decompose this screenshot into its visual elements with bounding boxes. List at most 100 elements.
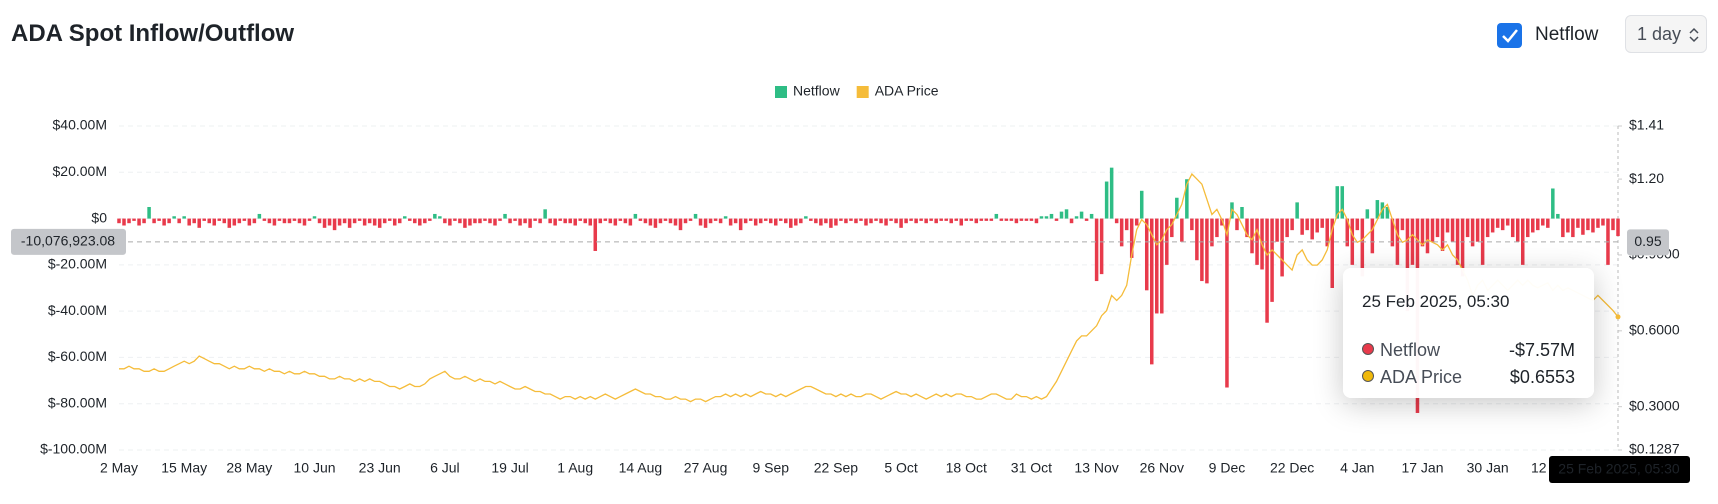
netflow-bar <box>1420 218 1425 247</box>
crosshair-y-label: -10,076,923.08 <box>21 233 115 249</box>
netflow-bar <box>392 218 397 226</box>
y2-tick-label: $1.20 <box>1629 170 1664 186</box>
netflow-bar <box>1510 218 1515 238</box>
crosshair-y2-box <box>1627 229 1669 256</box>
netflow-bar <box>1094 218 1099 282</box>
netflow-bar <box>157 218 161 221</box>
netflow-bar <box>142 218 146 224</box>
legend-label: Netflow <box>793 83 841 99</box>
netflow-bar <box>167 218 171 224</box>
netflow-bar <box>1500 218 1505 231</box>
netflow-bar <box>473 218 477 224</box>
netflow-bar <box>1014 218 1019 224</box>
netflow-bar <box>1556 213 1560 219</box>
netflow-bar <box>137 218 141 226</box>
netflow-bar <box>914 218 918 224</box>
netflow-bar <box>738 218 743 231</box>
netflow-bar <box>1310 218 1314 240</box>
netflow-bar <box>1305 218 1309 231</box>
netflow-bar <box>553 218 557 226</box>
netflow-bar <box>603 218 608 221</box>
netflow-bar <box>1370 218 1375 254</box>
netflow-bar <box>869 218 873 224</box>
netflow-bar <box>382 218 387 224</box>
netflow-bar <box>984 218 989 221</box>
x-tick-label: 1 Aug <box>557 460 593 476</box>
netflow-bar <box>262 218 267 221</box>
netflow-bar <box>197 218 201 228</box>
netflow-bar <box>342 218 347 224</box>
netflow-bar <box>1460 218 1465 277</box>
netflow-bar <box>628 218 633 226</box>
tooltip-name: Netflow <box>1380 340 1441 360</box>
netflow-bar <box>317 218 322 224</box>
netflow-checkbox[interactable] <box>1497 23 1522 48</box>
netflow-bar <box>277 218 282 221</box>
netflow-bar <box>528 218 532 228</box>
netflow-bar <box>1315 218 1319 233</box>
netflow-bar <box>743 218 748 224</box>
netflow-bar <box>287 218 292 224</box>
netflow-bar <box>1205 218 1209 284</box>
select-arrows <box>1689 27 1699 43</box>
netflow-bar <box>1250 218 1254 254</box>
netflow-bar <box>513 218 517 221</box>
netflow-bar <box>839 218 843 221</box>
netflow-bar <box>643 218 648 224</box>
netflow-bar <box>362 218 367 226</box>
netflow-bar <box>403 216 407 219</box>
netflow-bar <box>202 218 206 221</box>
netflow-bar <box>864 218 868 226</box>
tooltip-dot <box>1362 343 1374 355</box>
interval-select[interactable]: 1 day <box>1625 15 1707 53</box>
netflow-bar <box>618 218 623 221</box>
netflow-bar <box>488 218 492 224</box>
price-end-dot <box>1615 314 1621 320</box>
checkbox-label[interactable]: Netflow <box>1535 24 1599 45</box>
netflow-bar <box>332 218 337 231</box>
netflow-bar <box>1425 218 1430 254</box>
netflow-bar <box>282 218 287 224</box>
netflow-bar <box>1240 207 1244 219</box>
netflow-bar <box>678 218 683 231</box>
netflow-bar <box>227 218 232 228</box>
netflow-bar <box>1385 207 1390 219</box>
netflow-bar <box>909 218 913 221</box>
netflow-bar <box>824 218 828 224</box>
netflow-bar <box>1601 218 1605 226</box>
crosshair-y-box <box>11 228 126 255</box>
netflow-bar <box>127 218 131 224</box>
netflow-bar <box>1129 218 1134 258</box>
netflow-bar <box>834 218 838 226</box>
netflow-bar <box>723 216 728 219</box>
netflow-bar <box>648 218 653 226</box>
x-tick-label: 23 Jun <box>359 460 401 476</box>
netflow-bar <box>804 216 808 219</box>
netflow-bar <box>252 218 257 224</box>
netflow-bar <box>357 218 362 221</box>
netflow-bar <box>1375 200 1380 219</box>
netflow-bar <box>613 218 618 226</box>
netflow-bar <box>247 218 252 226</box>
netflow-bar <box>397 218 402 224</box>
y2-tick-label: $0.1287 <box>1629 441 1680 457</box>
netflow-bar <box>543 209 547 219</box>
netflow-bar <box>1029 218 1034 221</box>
netflow-bar <box>1054 218 1059 221</box>
tooltip-name: ADA Price <box>1380 367 1463 387</box>
netflow-bar <box>859 218 863 221</box>
netflow-bar <box>1049 213 1054 219</box>
netflow-bar <box>1541 218 1545 226</box>
y-tick-label: $-100.00M <box>40 441 107 457</box>
netflow-bar <box>758 218 763 224</box>
netflow-bar <box>568 218 572 224</box>
netflow-bar <box>377 218 382 228</box>
netflow-bar <box>187 218 191 226</box>
netflow-bar <box>1551 188 1555 219</box>
netflow-bar <box>979 218 984 221</box>
netflow-bar <box>217 218 222 221</box>
y-tick-label: $20.00M <box>53 163 107 179</box>
y-tick-label: $0 <box>91 209 107 225</box>
netflow-bar <box>418 218 422 226</box>
